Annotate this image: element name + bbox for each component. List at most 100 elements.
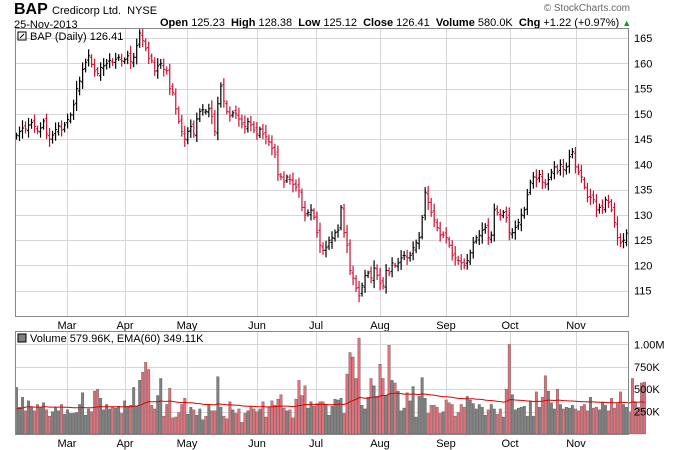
price-bar bbox=[540, 169, 544, 190]
volume-tick-label: 1.00M bbox=[634, 339, 665, 351]
price-bar bbox=[432, 203, 436, 228]
volume-bar bbox=[276, 398, 280, 435]
price-bar bbox=[609, 199, 614, 213]
volume-bar bbox=[78, 404, 82, 435]
volume-bar bbox=[99, 398, 103, 435]
price-bar bbox=[210, 100, 214, 125]
volume-bar bbox=[81, 392, 85, 435]
price-bar bbox=[405, 249, 409, 265]
price-bar bbox=[59, 120, 64, 137]
price-bar bbox=[309, 204, 313, 221]
volume-bar bbox=[390, 380, 394, 435]
price-bar bbox=[285, 174, 289, 184]
price-bar bbox=[35, 125, 40, 135]
price-bar bbox=[393, 262, 397, 268]
price-bar bbox=[177, 106, 181, 124]
price-month-label: Sep bbox=[436, 320, 456, 332]
volume-legend-text: Volume 579.96K, EMA(60) 349.11K bbox=[30, 333, 204, 345]
volume-bar bbox=[195, 415, 199, 435]
volume-value: 580.0K bbox=[477, 17, 513, 29]
price-bar bbox=[306, 209, 310, 217]
volume-bar bbox=[589, 397, 592, 435]
ema-line bbox=[16, 392, 645, 410]
price-bar bbox=[150, 53, 154, 64]
price-bar bbox=[87, 49, 91, 67]
price-bar bbox=[65, 113, 70, 129]
close-value: 126.41 bbox=[396, 17, 430, 29]
volume-month-label: Nov bbox=[566, 438, 586, 450]
volume-bar bbox=[643, 381, 646, 435]
price-bar bbox=[240, 114, 244, 129]
price-bar bbox=[144, 38, 148, 52]
volume-month-label: Oct bbox=[501, 438, 518, 450]
volume-bar bbox=[583, 404, 586, 435]
price-bar bbox=[450, 240, 454, 261]
price-bar bbox=[300, 188, 304, 212]
price-bar bbox=[90, 54, 94, 68]
volume-bars bbox=[15, 338, 646, 435]
volume-bar bbox=[312, 406, 316, 435]
price-bar bbox=[528, 179, 532, 195]
volume-bar bbox=[189, 406, 193, 435]
volume-bar bbox=[567, 407, 571, 435]
volume-bar bbox=[498, 408, 502, 435]
volume-bar bbox=[616, 403, 619, 435]
price-bar bbox=[378, 267, 382, 291]
price-bar bbox=[222, 78, 226, 108]
price-legend-icon-mark bbox=[19, 33, 25, 39]
price-bar bbox=[207, 103, 211, 118]
volume-bar bbox=[492, 408, 496, 435]
price-bar bbox=[459, 254, 463, 271]
volume-bar bbox=[270, 400, 274, 435]
volume-bar bbox=[159, 378, 163, 435]
price-bar bbox=[549, 168, 553, 181]
price-axis: 115 120 125 130 135 140 145 150 155 160 165 bbox=[634, 33, 652, 298]
volume-bar bbox=[519, 406, 523, 435]
exchange-name: NYSE bbox=[127, 5, 158, 17]
price-bar bbox=[543, 179, 547, 189]
price-bar bbox=[258, 126, 262, 139]
price-bar bbox=[474, 235, 478, 244]
price-bar bbox=[345, 224, 349, 254]
price-bar bbox=[423, 187, 427, 221]
change-value: +1.22 (+0.97%) bbox=[543, 17, 620, 29]
volume-tick-label: 250K bbox=[634, 407, 660, 419]
volume-bar bbox=[570, 405, 574, 435]
volume-bar bbox=[447, 402, 451, 435]
volume-bar bbox=[634, 402, 637, 435]
price-bar bbox=[426, 185, 430, 211]
volume-bar bbox=[552, 408, 556, 435]
volume-bar bbox=[207, 405, 211, 435]
price-bar bbox=[396, 257, 400, 272]
price-bar bbox=[387, 267, 391, 277]
volume-bar bbox=[489, 404, 493, 435]
price-bar bbox=[351, 265, 355, 286]
price-bar bbox=[402, 250, 406, 261]
volume-bar bbox=[456, 412, 460, 435]
price-bar bbox=[273, 143, 277, 159]
volume-bar bbox=[45, 409, 48, 435]
volume-bar bbox=[396, 390, 400, 435]
price-bar bbox=[339, 204, 343, 231]
price-bar bbox=[327, 236, 331, 251]
price-bar bbox=[441, 231, 445, 239]
price-bar bbox=[141, 28, 145, 48]
price-bar bbox=[381, 277, 385, 290]
up-arrow-icon: ▲ bbox=[622, 18, 632, 28]
volume-bar bbox=[51, 411, 54, 435]
volume-bar bbox=[468, 399, 472, 435]
price-bar bbox=[492, 203, 496, 242]
volume-bar bbox=[435, 406, 439, 435]
volume-bar bbox=[129, 405, 133, 435]
volume-bar bbox=[75, 412, 79, 435]
volume-bar bbox=[540, 397, 544, 435]
price-bar bbox=[453, 246, 457, 266]
volume-bar bbox=[408, 400, 412, 435]
volume-bar bbox=[360, 405, 364, 435]
volume-bar bbox=[438, 413, 442, 435]
price-bar bbox=[588, 188, 593, 206]
volume-bar bbox=[183, 398, 187, 435]
price-bar bbox=[255, 122, 259, 140]
price-bar bbox=[471, 236, 475, 259]
